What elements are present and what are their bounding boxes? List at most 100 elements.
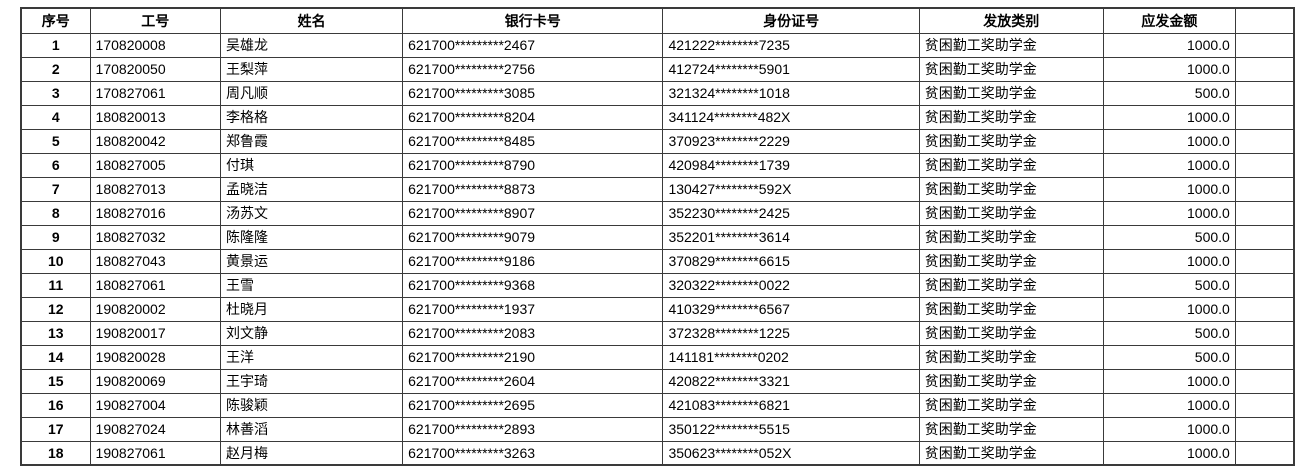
cell-id-card: 421222********7235 — [662, 32, 920, 58]
cell-category: 贫困勤工奖助学金 — [918, 224, 1104, 250]
cell-extra — [1234, 80, 1295, 106]
table-row: 12 190820002 杜晓月 621700*********1937 410329*… — [20, 296, 1295, 322]
cell-seq: 9 — [20, 224, 91, 250]
cell-id-card: 412724********5901 — [662, 56, 920, 82]
cell-bank-card: 621700*********8485 — [402, 128, 664, 154]
cell-extra — [1234, 104, 1295, 130]
cell-seq: 13 — [20, 320, 91, 346]
table-row: 8 180827016 汤苏文 621700*********8907 352230**… — [20, 200, 1295, 226]
cell-amount: 1000.0 — [1102, 152, 1236, 178]
cell-id-card: 141181********0202 — [662, 344, 920, 370]
cell-bank-card: 621700*********8790 — [402, 152, 664, 178]
cell-amount: 1000.0 — [1102, 296, 1236, 322]
cell-seq: 2 — [20, 56, 91, 82]
cell-amount: 1000.0 — [1102, 176, 1236, 202]
cell-amount: 500.0 — [1102, 224, 1236, 250]
cell-name: 陈隆隆 — [220, 224, 404, 250]
cell-category: 贫困勤工奖助学金 — [918, 56, 1104, 82]
cell-bank-card: 621700*********2190 — [402, 344, 664, 370]
cell-bank-card: 621700*********3263 — [402, 440, 664, 466]
cell-id-card: 420984********1739 — [662, 152, 920, 178]
cell-amount: 1000.0 — [1102, 32, 1236, 58]
cell-bank-card: 621700*********2083 — [402, 320, 664, 346]
cell-seq: 3 — [20, 80, 91, 106]
cell-bank-card: 621700*********2467 — [402, 32, 664, 58]
cell-name: 刘文静 — [220, 320, 404, 346]
cell-name: 王梨萍 — [220, 56, 404, 82]
header-bank-card: 银行卡号 — [402, 7, 664, 34]
cell-id-card: 352201********3614 — [662, 224, 920, 250]
table-row: 16 190827004 陈骏颖 621700*********2695 421083*… — [20, 392, 1295, 418]
cell-extra — [1234, 152, 1295, 178]
cell-id-card: 350623********052X — [662, 440, 920, 466]
cell-category: 贫困勤工奖助学金 — [918, 320, 1104, 346]
cell-bank-card: 621700*********8873 — [402, 176, 664, 202]
cell-id-card: 370923********2229 — [662, 128, 920, 154]
cell-bank-card: 621700*********8907 — [402, 200, 664, 226]
cell-bank-card: 621700*********9368 — [402, 272, 664, 298]
table-body: 1 170820008 吴雄龙 621700*********2467 421222**… — [20, 32, 1295, 466]
cell-id-card: 421083********6821 — [662, 392, 920, 418]
cell-extra — [1234, 248, 1295, 274]
cell-extra — [1234, 224, 1295, 250]
table-row: 15 190820069 王宇琦 621700*********2604 420822*… — [20, 368, 1295, 394]
cell-extra — [1234, 32, 1295, 58]
cell-seq: 12 — [20, 296, 91, 322]
cell-seq: 5 — [20, 128, 91, 154]
cell-seq: 17 — [20, 416, 91, 442]
table-row: 4 180820013 李格格 621700*********8204 341124**… — [20, 104, 1295, 130]
header-row: 序号 工号 姓名 银行卡号 身份证号 发放类别 应发金额 — [20, 7, 1295, 34]
cell-id-card: 420822********3321 — [662, 368, 920, 394]
table-row: 3 170827061 周凡顺 621700*********3085 321324**… — [20, 80, 1295, 106]
cell-employee-id: 170827061 — [89, 80, 222, 106]
header-id-card: 身份证号 — [662, 7, 920, 34]
cell-amount: 500.0 — [1102, 272, 1236, 298]
cell-employee-id: 180827013 — [89, 176, 222, 202]
table-row: 17 190827024 林善滔 621700*********2893 350122*… — [20, 416, 1295, 442]
cell-category: 贫困勤工奖助学金 — [918, 176, 1104, 202]
cell-id-card: 350122********5515 — [662, 416, 920, 442]
table-row: 11 180827061 王雪 621700*********9368 320322**… — [20, 272, 1295, 298]
cell-extra — [1234, 416, 1295, 442]
cell-amount: 1000.0 — [1102, 200, 1236, 226]
cell-amount: 1000.0 — [1102, 56, 1236, 82]
header-seq: 序号 — [20, 7, 91, 34]
table-row: 1 170820008 吴雄龙 621700*********2467 421222**… — [20, 32, 1295, 58]
cell-amount: 1000.0 — [1102, 392, 1236, 418]
cell-seq: 4 — [20, 104, 91, 130]
cell-amount: 500.0 — [1102, 80, 1236, 106]
table-row: 13 190820017 刘文静 621700*********2083 372328*… — [20, 320, 1295, 346]
cell-employee-id: 190820017 — [89, 320, 222, 346]
cell-bank-card: 621700*********2695 — [402, 392, 664, 418]
cell-employee-id: 190827024 — [89, 416, 222, 442]
payout-table: 序号 工号 姓名 银行卡号 身份证号 发放类别 应发金额 1 170820008 吴雄龙 6217… — [20, 7, 1295, 466]
cell-extra — [1234, 296, 1295, 322]
cell-amount: 1000.0 — [1102, 440, 1236, 466]
table-row: 2 170820050 王梨萍 621700*********2756 412724**… — [20, 56, 1295, 82]
cell-category: 贫困勤工奖助学金 — [918, 440, 1104, 466]
cell-name: 王洋 — [220, 344, 404, 370]
cell-id-card: 341124********482X — [662, 104, 920, 130]
cell-employee-id: 170820050 — [89, 56, 222, 82]
cell-extra — [1234, 56, 1295, 82]
cell-category: 贫困勤工奖助学金 — [918, 128, 1104, 154]
cell-amount: 500.0 — [1102, 320, 1236, 346]
cell-employee-id: 180820042 — [89, 128, 222, 154]
table-row: 7 180827013 孟晓洁 621700*********8873 130427**… — [20, 176, 1295, 202]
cell-employee-id: 190820002 — [89, 296, 222, 322]
cell-employee-id: 190820028 — [89, 344, 222, 370]
cell-employee-id: 180820013 — [89, 104, 222, 130]
cell-employee-id: 190827004 — [89, 392, 222, 418]
cell-seq: 7 — [20, 176, 91, 202]
cell-category: 贫困勤工奖助学金 — [918, 392, 1104, 418]
cell-id-card: 320322********0022 — [662, 272, 920, 298]
cell-name: 赵月梅 — [220, 440, 404, 466]
cell-category: 贫困勤工奖助学金 — [918, 200, 1104, 226]
cell-bank-card: 621700*********2604 — [402, 368, 664, 394]
cell-employee-id: 170820008 — [89, 32, 222, 58]
cell-category: 贫困勤工奖助学金 — [918, 32, 1104, 58]
header-category: 发放类别 — [918, 7, 1104, 34]
cell-name: 周凡顺 — [220, 80, 404, 106]
cell-employee-id: 180827032 — [89, 224, 222, 250]
cell-employee-id: 180827005 — [89, 152, 222, 178]
